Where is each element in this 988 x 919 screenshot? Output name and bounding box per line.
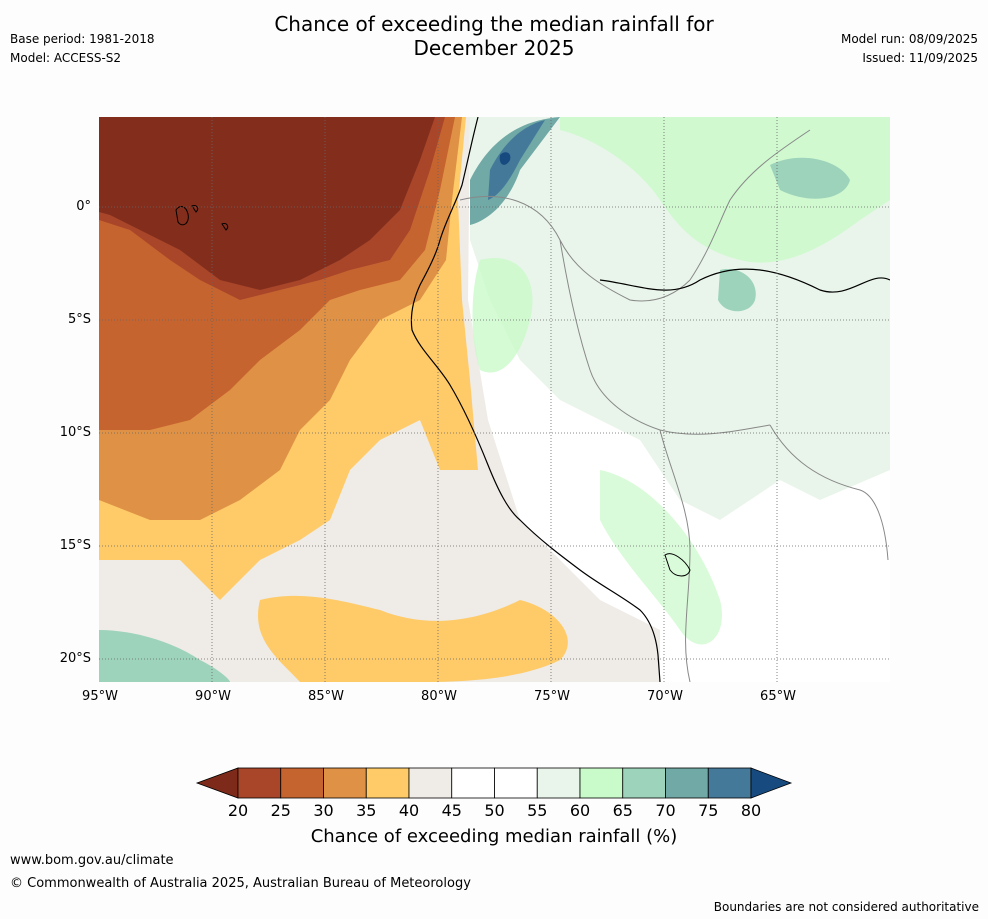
lat-label-10s: 10°S bbox=[59, 425, 91, 440]
colorbar-tick-label: 45 bbox=[441, 801, 462, 820]
lat-label-15s: 15°S bbox=[59, 538, 91, 553]
region-60-65-south bbox=[600, 470, 722, 645]
lake-titicaca bbox=[664, 553, 691, 577]
colorbar-tick-label: 50 bbox=[484, 801, 505, 820]
region-below-20 bbox=[99, 117, 435, 290]
region-60-65-west bbox=[472, 258, 533, 373]
colorbar-tick-label: 55 bbox=[527, 801, 548, 820]
lon-label-70w: 70°W bbox=[647, 689, 683, 704]
model-name: Model: ACCESS-S2 bbox=[10, 51, 122, 65]
colorbar-tick-label: 60 bbox=[569, 801, 591, 820]
lat-label-5s: 5°S bbox=[67, 312, 91, 327]
region-above-80 bbox=[499, 152, 511, 165]
country-borders bbox=[459, 129, 889, 682]
region-60-65-north bbox=[560, 117, 890, 263]
colorbar-swatch bbox=[494, 767, 538, 799]
model-run-date: Model run: 08/09/2025 bbox=[840, 32, 978, 46]
amazon-river bbox=[599, 268, 890, 293]
colorbar-swatch bbox=[323, 767, 367, 799]
colorbar-tick-label: 75 bbox=[698, 801, 719, 820]
colorbar-tick-label: 70 bbox=[655, 801, 676, 820]
colorbar-extend-high bbox=[750, 767, 793, 799]
colorbar-tick-label: 35 bbox=[356, 801, 377, 820]
region-70-75 bbox=[470, 117, 560, 225]
lat-label-0: 0° bbox=[76, 199, 91, 214]
title-line-2: December 2025 bbox=[413, 36, 575, 60]
colorbar-tick-label: 25 bbox=[270, 801, 291, 820]
lon-label-90w: 90°W bbox=[195, 689, 231, 704]
copyright-notice: © Commonwealth of Australia 2025, Austra… bbox=[10, 876, 471, 891]
region-60-70-southwest bbox=[99, 630, 230, 682]
lon-label-80w: 80°W bbox=[421, 689, 457, 704]
colorbar-tick-label: 40 bbox=[398, 801, 420, 820]
probability-field bbox=[99, 117, 890, 682]
region-35-40-south bbox=[258, 595, 568, 682]
colorbar bbox=[195, 767, 793, 799]
lon-label-75w: 75°W bbox=[534, 689, 570, 704]
colorbar-swatch bbox=[408, 767, 453, 799]
lon-label-95w: 95°W bbox=[82, 689, 118, 704]
colorbar-swatch bbox=[536, 767, 581, 799]
coastline bbox=[410, 117, 661, 682]
colorbar-swatch bbox=[365, 767, 410, 799]
colorbar-tick-label: 30 bbox=[313, 801, 334, 820]
lat-label-20s: 20°S bbox=[59, 651, 91, 666]
lon-label-65w: 65°W bbox=[760, 689, 796, 704]
graticule bbox=[99, 117, 890, 682]
map-title: Chance of exceeding the median rainfall … bbox=[194, 12, 794, 60]
colorbar-swatch bbox=[622, 767, 666, 799]
region-75-80 bbox=[488, 120, 545, 200]
colorbar-swatch bbox=[665, 767, 709, 799]
colorbar-tick-label: 80 bbox=[740, 801, 762, 820]
colorbar-tick-label: 65 bbox=[612, 801, 633, 820]
colorbar-swatch bbox=[451, 767, 495, 799]
issued-date: Issued: 11/09/2025 bbox=[862, 51, 978, 65]
colorbar-swatch bbox=[579, 767, 624, 799]
colorbar-swatch bbox=[707, 767, 752, 799]
website-url: www.bom.gov.au/climate bbox=[10, 853, 174, 868]
region-65-70 bbox=[718, 157, 850, 312]
colorbar-extend-low bbox=[195, 767, 239, 799]
boundary-disclaimer: Boundaries are not considered authoritat… bbox=[713, 900, 979, 914]
colorbar-swatch bbox=[237, 767, 282, 799]
base-period: Base period: 1981-2018 bbox=[10, 32, 155, 46]
colorbar-tick-label: 20 bbox=[227, 801, 249, 820]
colorbar-title: Chance of exceeding median rainfall (%) bbox=[310, 826, 678, 847]
title-line-1: Chance of exceeding the median rainfall … bbox=[274, 12, 714, 36]
colorbar-swatch bbox=[280, 767, 324, 799]
lon-label-85w: 85°W bbox=[308, 689, 344, 704]
